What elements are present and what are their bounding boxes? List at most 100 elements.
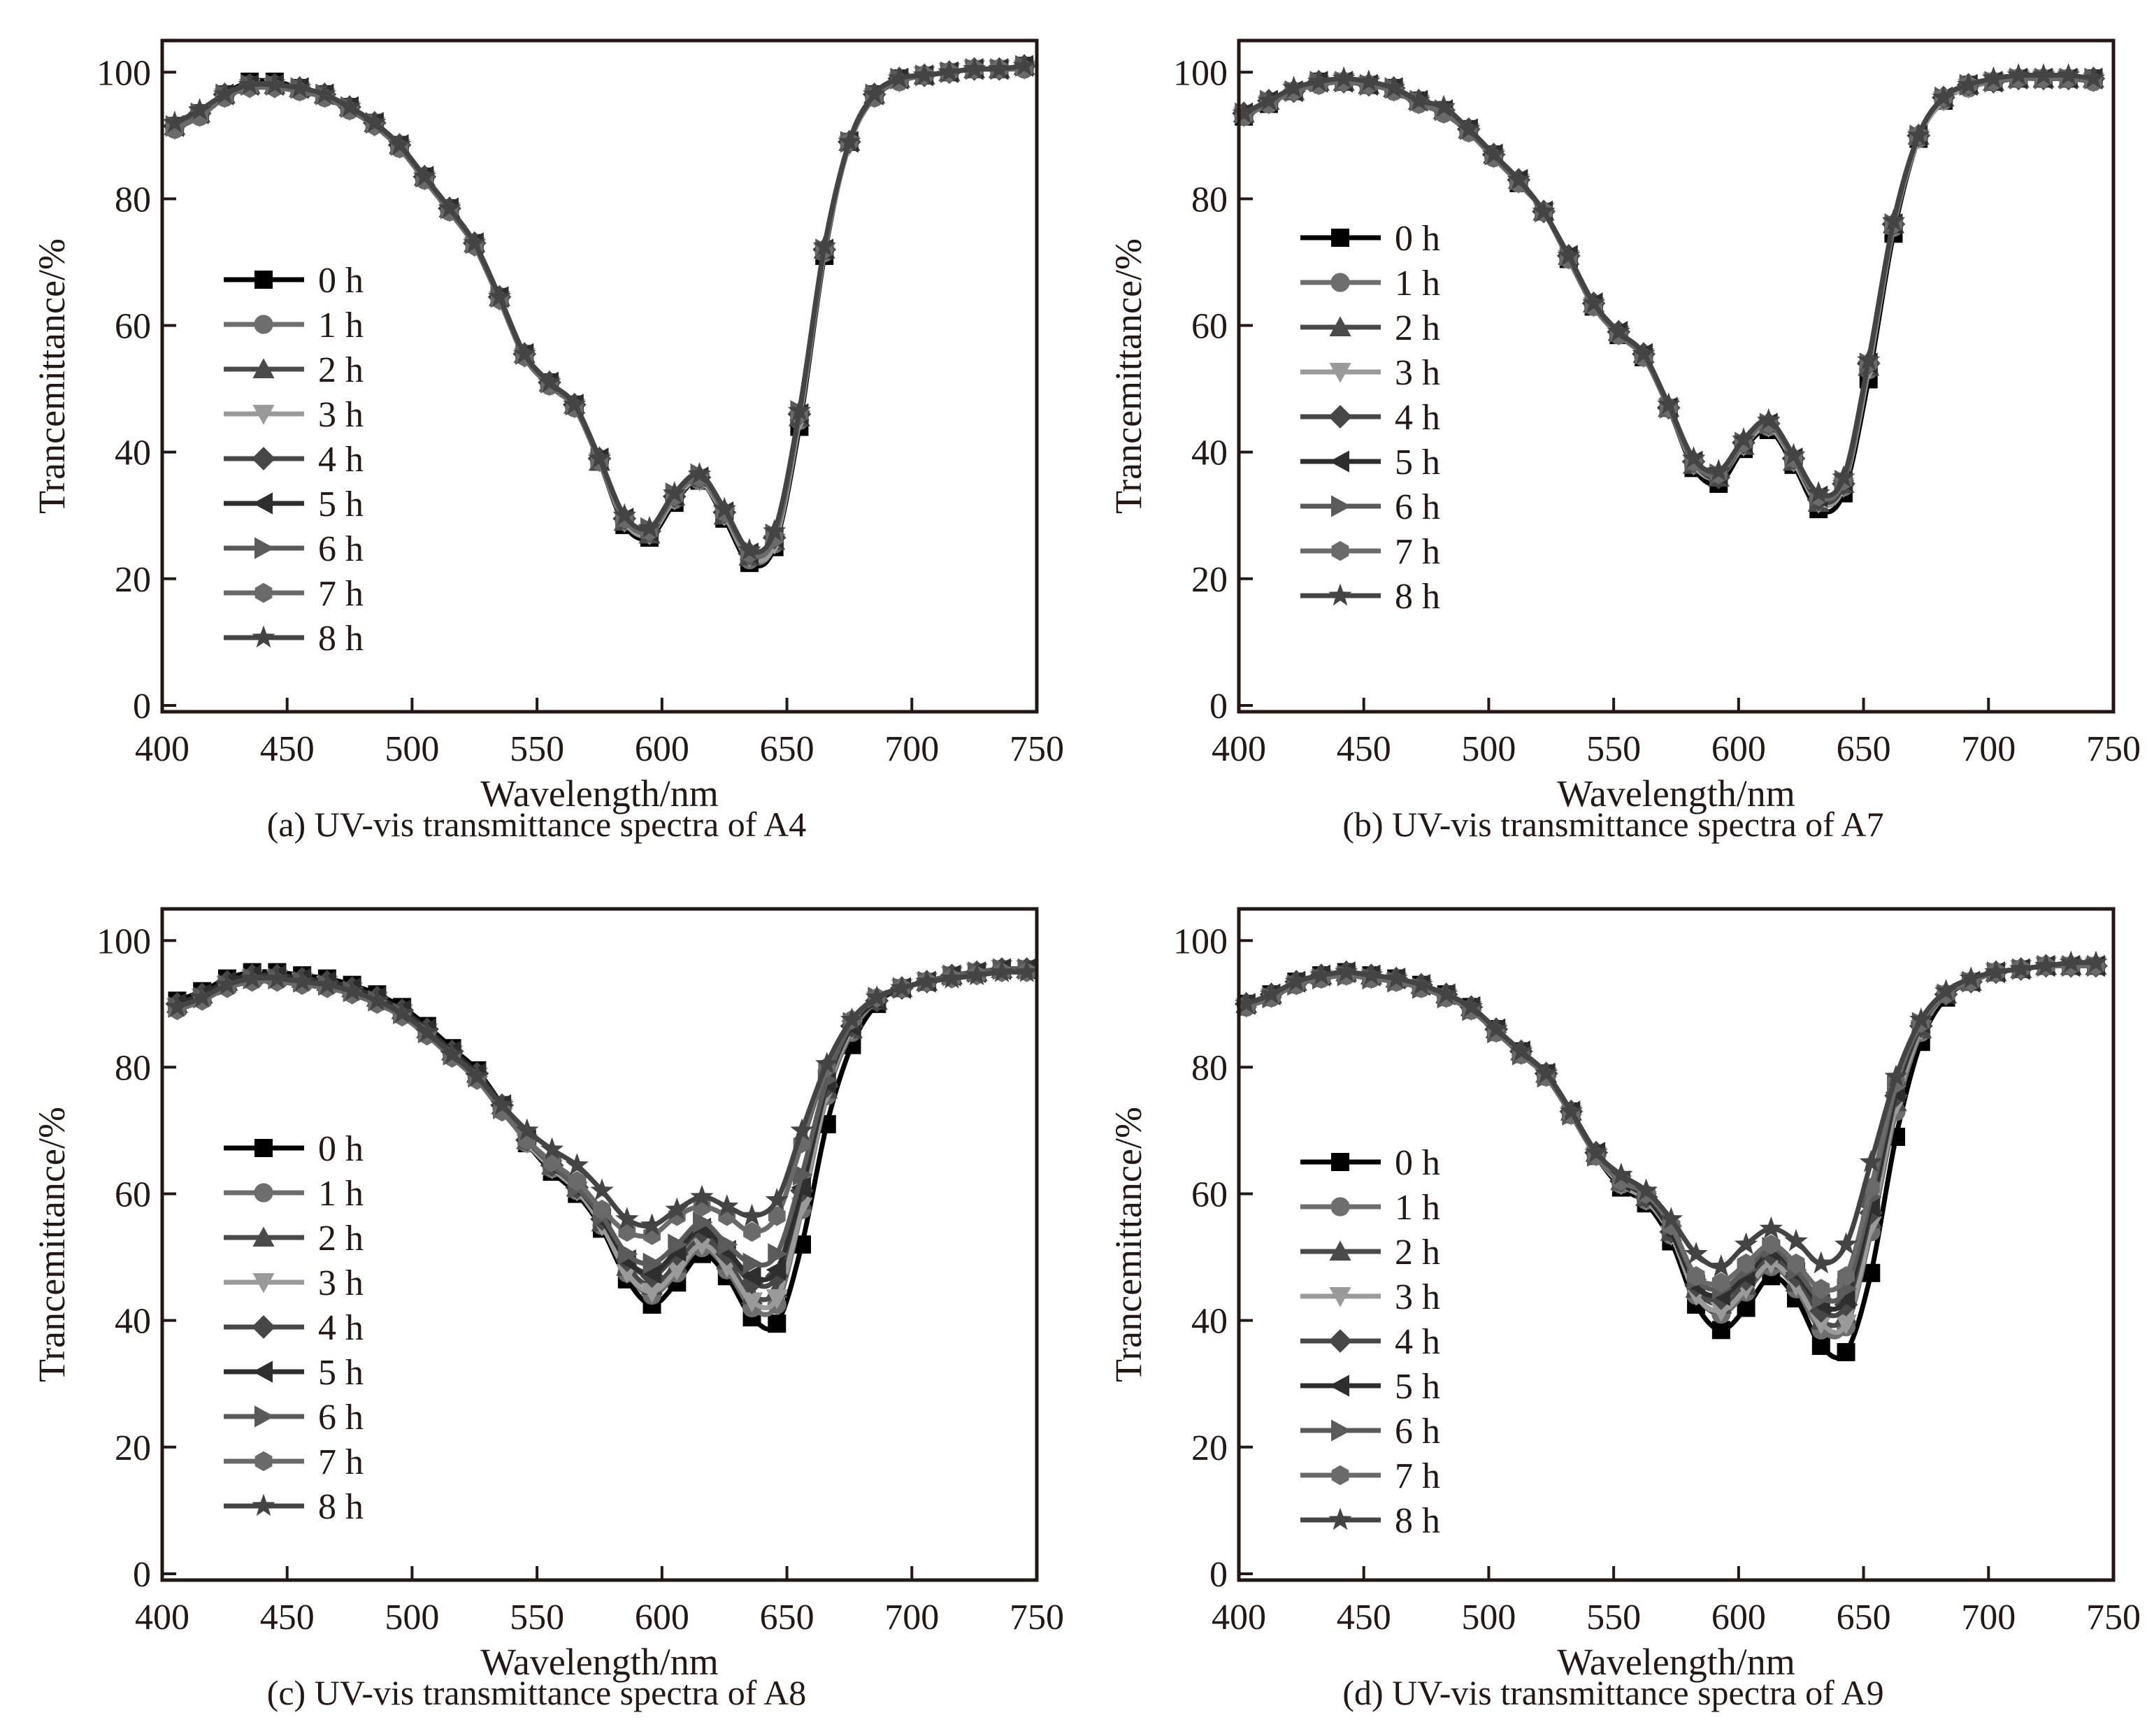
legend-item: 1 h <box>224 1174 364 1214</box>
series-8h <box>1235 950 2108 1277</box>
data-point <box>1532 199 1556 222</box>
legend-label: 0 h <box>318 1129 364 1169</box>
data-point <box>1837 1265 1855 1286</box>
data-point <box>440 1042 464 1065</box>
legend-marker-triangle-left-icon <box>1329 1375 1349 1397</box>
data-point <box>190 985 214 1007</box>
legend-item: 3 h <box>1300 1277 1440 1317</box>
data-point <box>2006 63 2030 86</box>
legend-label: 8 h <box>1395 1501 1440 1541</box>
legend-label: 1 h <box>1395 1188 1440 1228</box>
series-6h <box>1237 954 2107 1310</box>
legend-item: 1 h <box>224 306 364 345</box>
y-tick-label: 60 <box>115 1175 151 1215</box>
x-axis-title: Wavelength/nm <box>480 1641 719 1683</box>
legend-label: 0 h <box>1395 1143 1440 1183</box>
series-line <box>1242 76 2094 502</box>
data-point <box>1712 1272 1730 1293</box>
data-point <box>1459 994 1484 1017</box>
series-1h <box>165 59 1034 570</box>
data-point <box>666 1261 688 1281</box>
data-point <box>1015 960 1039 982</box>
y-axis-title: Trancemittance/% <box>31 238 73 514</box>
x-tick-label: 650 <box>1837 1598 1891 1637</box>
legend-label: 1 h <box>318 306 364 345</box>
data-point <box>640 1213 664 1236</box>
data-point <box>1959 966 1983 989</box>
data-point <box>717 1233 738 1256</box>
x-tick-label: 600 <box>1711 729 1766 769</box>
data-point <box>1711 1321 1730 1340</box>
data-point <box>465 1064 489 1087</box>
legend-marker-diamond-icon <box>252 447 275 471</box>
data-point <box>2084 950 2108 973</box>
data-point <box>763 519 787 542</box>
legend-marker-circle-icon <box>254 315 273 334</box>
data-point <box>787 399 812 422</box>
data-point <box>1732 427 1755 450</box>
data-point <box>1607 320 1630 342</box>
data-point <box>590 1178 614 1201</box>
data-point <box>565 1153 589 1175</box>
plot-frame <box>160 38 1039 714</box>
data-point <box>1557 243 1581 266</box>
data-point <box>1812 1279 1830 1299</box>
legend-label: 4 h <box>1395 398 1440 438</box>
data-point <box>365 988 389 1011</box>
data-point <box>1409 973 1433 995</box>
legend-marker-circle-icon <box>1330 1197 1350 1217</box>
legend-item: 7 h <box>224 1442 364 1482</box>
legend-item: 5 h <box>224 485 364 524</box>
data-point <box>1784 1228 1808 1251</box>
y-axis-title: Trancemittance/% <box>1107 238 1149 514</box>
data-point <box>538 370 561 393</box>
data-point <box>1707 459 1730 482</box>
legend-marker-star-icon <box>252 1493 275 1516</box>
data-point <box>1932 85 1955 108</box>
legend-item: 4 h <box>1300 1322 1440 1362</box>
x-axis-title: Wavelength/nm <box>1557 1641 1795 1683</box>
chart-a: 400 450 500 550 600 650 700 750 0 20 40 60 80 100 Wave… <box>31 38 1064 815</box>
data-point <box>840 1007 864 1030</box>
x-tick-label: 750 <box>2086 729 2141 769</box>
y-tick-label: 0 <box>1209 1555 1228 1595</box>
x-tick-label: 600 <box>635 729 689 769</box>
data-point <box>2056 63 2081 86</box>
chart-d: 400 450 500 550 600 650 700 750 0 20 40 60 80 100 Wave… <box>1107 907 2141 1683</box>
legend-marker-square-icon <box>1331 1153 1349 1171</box>
legend-marker-triangle-down-icon <box>1329 363 1351 383</box>
data-point <box>1710 1302 1732 1322</box>
x-tick-label: 650 <box>1837 729 1891 769</box>
legend-item: 6 h <box>1300 487 1440 527</box>
data-point <box>1984 960 2008 982</box>
legend-label: 7 h <box>318 1442 364 1482</box>
legend-item: 8 h <box>224 619 364 659</box>
y-tick-label: 100 <box>1173 53 1228 93</box>
legend-marker-triangle-up-icon <box>1329 316 1351 336</box>
legend-marker-star-icon <box>1328 583 1352 606</box>
legend-marker-triangle-right-icon <box>1331 1419 1351 1442</box>
data-point <box>587 446 612 468</box>
legend-label: 5 h <box>318 485 364 524</box>
legend-item: 0 h <box>224 1129 364 1169</box>
data-point <box>1657 392 1681 415</box>
data-point <box>768 1205 786 1226</box>
legend-marker-triangle-up-icon <box>1329 1240 1351 1261</box>
y-tick-label: 100 <box>96 921 151 961</box>
series-line <box>1242 72 2094 498</box>
legend-marker-triangle-up-icon <box>252 358 275 378</box>
series-3h <box>164 59 1035 568</box>
y-tick-label: 0 <box>133 687 151 726</box>
data-point <box>615 1207 639 1229</box>
data-point <box>690 1184 714 1207</box>
series-line <box>1242 76 2094 508</box>
data-point <box>2059 950 2083 973</box>
data-point <box>793 1163 813 1186</box>
legend-label: 3 h <box>318 395 364 435</box>
data-point <box>1834 1232 1858 1255</box>
data-point <box>387 132 412 155</box>
x-axis-title: Wavelength/nm <box>1557 773 1795 815</box>
y-tick-label: 60 <box>115 307 151 347</box>
data-point <box>766 1289 788 1310</box>
legend-marker-triangle-right-icon <box>254 537 275 559</box>
